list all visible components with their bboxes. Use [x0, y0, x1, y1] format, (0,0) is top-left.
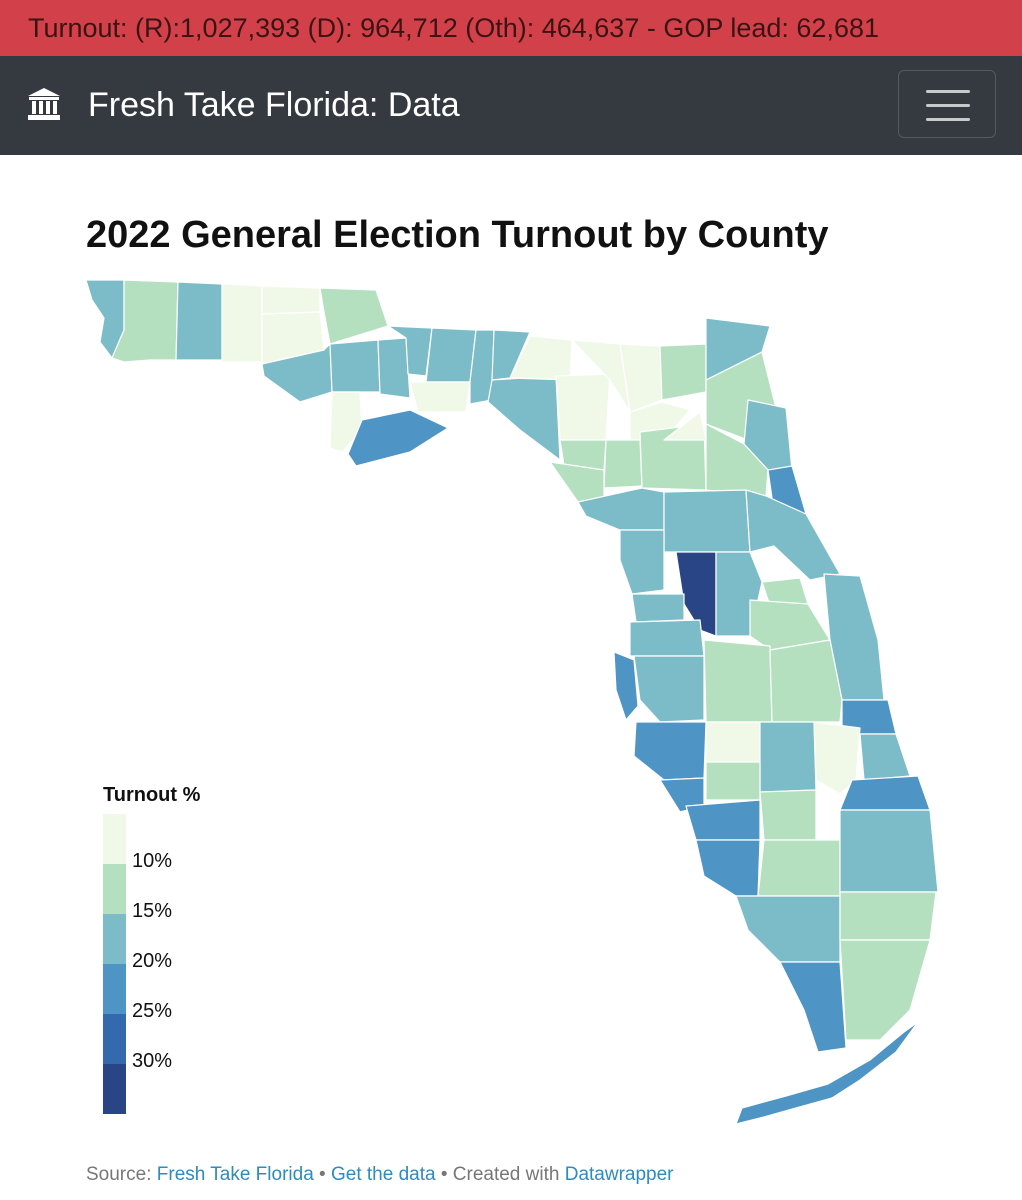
county-broward — [839, 891, 937, 941]
legend-swatch-2 — [103, 914, 126, 964]
county-palm-beach — [839, 809, 939, 893]
legend-label: 20% — [132, 950, 173, 972]
florida-county-map — [85, 279, 939, 1125]
county-liberty — [377, 337, 411, 399]
separator: • — [319, 1164, 326, 1185]
county-nassau — [659, 343, 707, 401]
county-st-lucie — [859, 733, 911, 781]
county-hendry — [757, 839, 841, 897]
legend-title: Turnout % — [103, 784, 201, 806]
chart-footer: Source: Fresh Take Florida • Get the dat… — [86, 1164, 674, 1186]
datawrapper-link[interactable]: Datawrapper — [564, 1164, 674, 1185]
county-osceola — [769, 639, 843, 723]
county-hardee — [705, 721, 761, 763]
county-leon — [425, 327, 477, 383]
navbar: Fresh Take Florida: Data — [0, 56, 1022, 155]
county-gilchrist — [603, 439, 643, 489]
legend-label: 15% — [132, 900, 173, 922]
separator: • — [440, 1164, 448, 1185]
county-okaloosa — [175, 281, 223, 361]
source-link[interactable]: Fresh Take Florida — [156, 1164, 314, 1185]
county-miami-dade — [839, 939, 931, 1041]
county-hillsborough — [633, 655, 705, 723]
legend-swatch-1 — [103, 864, 126, 914]
navbar-toggle-button[interactable] — [898, 70, 996, 138]
county-calhoun — [329, 339, 381, 393]
county-desoto — [705, 761, 761, 801]
get-data-link[interactable]: Get the data — [330, 1164, 436, 1185]
turnout-banner: Turnout: (R):1,027,393 (D): 964,712 (Oth… — [0, 0, 1022, 56]
county-putnam — [705, 423, 769, 497]
chart-title: 2022 General Election Turnout by County — [86, 214, 829, 256]
legend-label: 30% — [132, 1050, 173, 1072]
county-volusia — [745, 489, 841, 581]
legend-swatch-4 — [103, 1014, 126, 1064]
county-collier — [735, 895, 841, 963]
county-jackson — [319, 287, 389, 345]
county-marion — [663, 489, 751, 553]
county-suwannee — [555, 373, 611, 441]
legend-swatch-3 — [103, 964, 126, 1014]
source-label: Source: — [86, 1164, 152, 1185]
legend-swatch-0 — [103, 814, 126, 864]
county-citrus — [619, 529, 665, 595]
county-glades — [759, 789, 817, 841]
county-union — [629, 401, 691, 441]
brand-title[interactable]: Fresh Take Florida: Data — [88, 86, 460, 124]
county-franklin — [347, 409, 449, 467]
county-gadsden — [387, 325, 433, 377]
county-jefferson — [469, 329, 495, 405]
county-hernando — [631, 593, 685, 623]
county-pinellas — [613, 651, 639, 721]
county-pasco — [629, 619, 705, 657]
county-gulf — [329, 391, 363, 453]
county-manatee — [633, 721, 707, 781]
county-okeechobee — [813, 721, 861, 795]
county-bradford — [663, 411, 707, 441]
county-monroe — [779, 961, 847, 1053]
legend-swatch-5 — [103, 1064, 126, 1114]
legend-label: 10% — [132, 850, 173, 872]
county-taylor — [487, 375, 561, 461]
county-highlands — [759, 721, 817, 793]
bank-building-icon[interactable] — [26, 86, 62, 122]
county-monroe-keys — [735, 1021, 919, 1125]
created-label: Created with — [452, 1164, 560, 1185]
county-martin — [839, 775, 931, 811]
county-lee — [695, 839, 761, 897]
county-wakulla — [409, 381, 471, 413]
legend-label: 25% — [132, 1000, 173, 1022]
county-holmes — [261, 285, 321, 315]
county-polk — [703, 639, 773, 723]
county-walton — [221, 283, 263, 363]
county-charlotte — [685, 799, 761, 841]
